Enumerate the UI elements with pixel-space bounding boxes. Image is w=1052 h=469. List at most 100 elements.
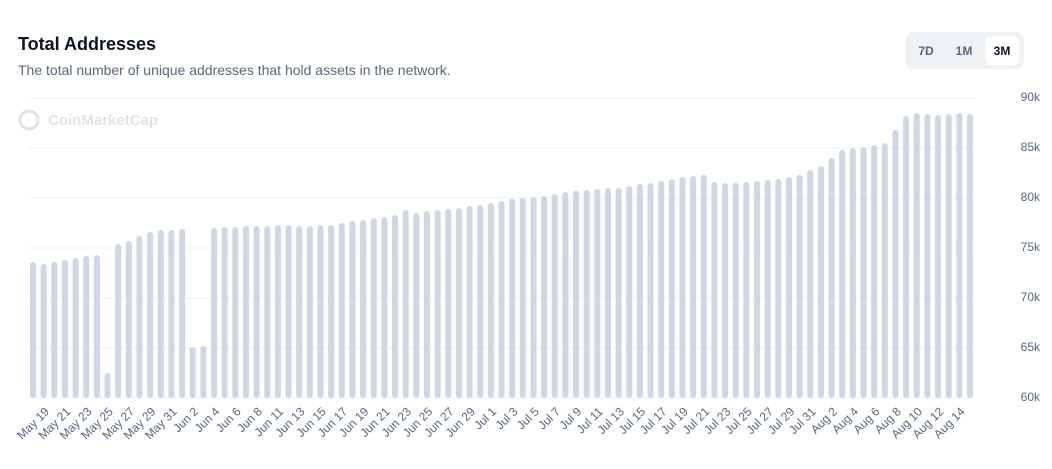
y-tick-label: 90k — [1021, 90, 1041, 104]
bar — [51, 262, 58, 398]
bar — [434, 210, 441, 398]
bar — [200, 346, 207, 398]
bar — [349, 221, 356, 398]
bar — [370, 218, 377, 398]
y-tick-label: 65k — [1021, 340, 1041, 354]
x-tick-label: Jul 3 — [493, 404, 521, 432]
bar — [903, 116, 910, 398]
title: Total Addresses — [18, 34, 157, 54]
range-tab[interactable]: 1M — [947, 36, 981, 65]
bar — [626, 186, 633, 398]
bar — [487, 203, 494, 398]
bar — [423, 211, 430, 398]
range-tab[interactable]: 3M — [985, 36, 1019, 65]
bar — [881, 143, 888, 398]
bar — [221, 227, 228, 398]
bar — [913, 113, 920, 398]
bar — [722, 183, 729, 398]
bar — [264, 226, 271, 398]
bar — [785, 177, 792, 398]
bar — [413, 213, 420, 398]
bar — [551, 194, 558, 398]
bar — [935, 115, 942, 398]
bar — [136, 236, 143, 398]
bar — [168, 230, 175, 398]
bar — [328, 225, 335, 398]
bar — [445, 209, 452, 398]
y-tick-label: 80k — [1021, 190, 1041, 204]
bar — [509, 199, 516, 398]
bar — [647, 183, 654, 398]
bar — [306, 226, 313, 398]
bar — [72, 258, 79, 398]
bar — [40, 264, 47, 398]
bar — [157, 230, 164, 398]
bar — [849, 148, 856, 398]
bar — [754, 181, 761, 398]
watermark-logo — [18, 109, 40, 131]
bar — [317, 225, 324, 398]
watermark-text: CoinMarketCap — [48, 112, 158, 129]
bar — [828, 158, 835, 398]
range-tab[interactable]: 7D — [909, 36, 943, 65]
bar — [381, 217, 388, 398]
bar — [615, 188, 622, 398]
range-tabs: 7D 1M 3M — [905, 32, 1024, 69]
bar — [392, 215, 399, 398]
bar — [775, 179, 782, 398]
bar — [179, 229, 186, 398]
x-tick-label: Jul 5 — [514, 404, 542, 432]
bar — [732, 183, 739, 398]
bar — [541, 196, 548, 398]
bar — [583, 190, 590, 398]
bar — [93, 255, 100, 398]
bar — [274, 225, 281, 398]
y-tick-label: 70k — [1021, 290, 1041, 304]
bar — [945, 114, 952, 398]
bar — [61, 260, 68, 398]
bar — [967, 114, 973, 398]
bar — [924, 114, 931, 398]
bar — [530, 197, 537, 398]
bar — [711, 182, 718, 398]
bar — [658, 181, 665, 398]
bar — [338, 223, 345, 398]
bar — [743, 182, 750, 398]
bar — [690, 176, 697, 398]
bar — [860, 147, 867, 398]
bar — [817, 166, 824, 398]
x-tick-label: Jul 1 — [471, 404, 499, 432]
bar — [604, 188, 611, 398]
bar — [519, 198, 526, 398]
bar — [956, 113, 963, 398]
y-tick-label: 85k — [1021, 140, 1041, 154]
bar — [466, 206, 473, 398]
bar — [232, 227, 239, 398]
bar — [562, 192, 569, 398]
bar — [211, 228, 218, 398]
bar — [296, 226, 303, 398]
bar — [285, 225, 292, 398]
bar — [892, 130, 899, 398]
bar — [594, 189, 601, 398]
bar — [83, 256, 90, 398]
bar — [636, 184, 643, 398]
bar — [147, 232, 154, 398]
bar — [700, 175, 707, 398]
bar — [796, 175, 803, 398]
bar — [242, 226, 249, 398]
bar — [764, 180, 771, 398]
bar — [402, 210, 409, 398]
bar — [807, 170, 814, 398]
bar — [668, 179, 675, 398]
bar — [455, 208, 462, 398]
bar — [253, 226, 260, 398]
bar — [477, 205, 484, 398]
bar — [104, 373, 111, 398]
y-tick-label: 75k — [1021, 240, 1041, 254]
bar — [30, 262, 36, 398]
bar — [839, 150, 846, 398]
bar — [189, 347, 196, 398]
